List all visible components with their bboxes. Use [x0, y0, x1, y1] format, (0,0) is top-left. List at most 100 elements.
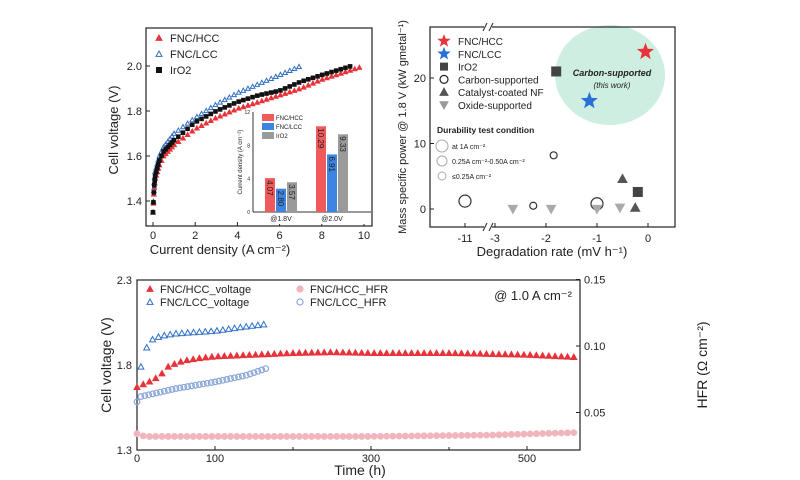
x-break-top — [482, 22, 488, 32]
data-point-fnc-lcc-hfr — [168, 386, 176, 393]
data-point-iro2 — [152, 178, 157, 184]
data-point-fnc-hcc-voltage — [282, 349, 291, 357]
data-point-iro2 — [551, 66, 562, 77]
data-point-fnc-lcc-voltage — [178, 329, 186, 337]
data-point-fnc-hcc-hfr — [164, 433, 172, 440]
data-point-iro2 — [324, 71, 330, 76]
data-point-fnchcc — [198, 122, 205, 128]
data-point-fnc-hcc-hfr — [433, 432, 440, 440]
data-point-fnchcc — [305, 81, 312, 88]
data-point-fnclcc — [268, 75, 275, 81]
data-point-fnc-lcc-hfr — [211, 378, 219, 386]
data-point-fnc-lcc-hfr — [195, 381, 203, 388]
data-point-fnchcc — [230, 106, 238, 113]
inset-bar-label: 2.80 — [276, 191, 285, 207]
data-point-fnc-hcc-voltage — [257, 350, 266, 358]
data-point-fnc-hcc-voltage — [314, 348, 322, 356]
inset-bar-label: 6.91 — [327, 156, 336, 172]
data-point-fnchcc — [295, 85, 303, 92]
y-tick-label: 1.8 — [127, 106, 142, 118]
data-point-fnc-lcc-hfr — [141, 392, 149, 400]
data-point-fnc-hcc-voltage — [133, 383, 141, 390]
data-point-fnc-lcc-hfr — [180, 383, 188, 391]
legend-marker — [146, 284, 154, 292]
data-point-fnclcc — [286, 67, 293, 74]
data-point-fnclcc — [254, 81, 261, 87]
data-point-fnc-lcc-voltage — [230, 324, 239, 332]
data-point-fnclcc — [207, 104, 214, 111]
data-point-fnchcc — [207, 117, 214, 124]
data-point-fnc-hcc-voltage — [345, 348, 354, 356]
data-point-fnc-hcc-hfr — [289, 433, 297, 440]
data-point-fnc-hcc-voltage — [382, 349, 391, 356]
data-point-fnc-hcc-hfr — [270, 433, 278, 440]
inset-bar — [265, 178, 275, 212]
data-point-fnchcc — [356, 64, 363, 70]
data-point-fnc-lcc-voltage — [236, 323, 245, 331]
data-point-fnchcc — [184, 131, 191, 138]
data-point-iro2 — [227, 103, 232, 108]
y-axis-label: Cell voltage (V) — [106, 86, 121, 175]
data-point-fnchcc — [179, 134, 187, 141]
data-point-fnc-hcc-voltage — [488, 350, 497, 357]
data-point-fnc-hcc-voltage — [526, 350, 534, 358]
data-point-fnc-hcc-voltage — [139, 380, 148, 388]
data-point-fnc-hcc — [636, 42, 654, 60]
data-point-fnchcc — [323, 74, 331, 81]
data-point-iro2 — [292, 82, 297, 87]
data-point-fnc-hcc-voltage — [388, 349, 397, 356]
data-point-fnc-hcc-hfr — [252, 433, 259, 440]
data-point-fnc-lcc-hfr — [176, 384, 184, 392]
inset-bar-label: 10.29 — [316, 128, 325, 149]
legend-marker — [146, 297, 154, 305]
data-point-fnchcc — [216, 112, 224, 119]
data-point-fnc-lcc-hfr — [238, 372, 246, 380]
data-point-iro2 — [301, 78, 306, 84]
data-point-fnc-hcc-voltage — [445, 349, 453, 356]
data-point-fnclcc — [193, 113, 201, 120]
data-point-fnclcc — [230, 91, 238, 98]
data-point-fnc-hcc-voltage — [251, 350, 260, 358]
legend-label: FNC/LCC_HFR — [310, 297, 386, 309]
data-point-fnc-hcc-voltage — [264, 350, 272, 358]
data-point-oxide-supported — [614, 203, 626, 214]
data-point-fnc-lcc-hfr — [160, 387, 168, 395]
data-point-fnc-hcc-voltage — [413, 349, 422, 356]
inset-y-tick: 8 — [247, 143, 250, 149]
data-point-fnc-hcc-hfr — [526, 430, 534, 438]
inset-category-label: @2.0V — [321, 216, 343, 223]
data-point-fnc-hcc-voltage — [513, 350, 522, 358]
data-point-fnc-hcc-voltage — [326, 348, 335, 356]
data-point-fnclcc — [184, 120, 191, 126]
data-point-fnclcc — [221, 96, 228, 103]
data-point-fnclcc — [281, 69, 289, 75]
x-tick-label: -1 — [592, 233, 602, 245]
data-point-fnc-hcc-hfr — [414, 432, 422, 440]
x-tick-label: 100 — [206, 453, 224, 465]
data-point-fnclcc — [244, 85, 252, 91]
y-tick-label: 2.3 — [117, 275, 132, 287]
inset-y-tick: 0 — [247, 210, 250, 216]
data-point-fnc-hcc-hfr — [520, 430, 528, 438]
data-point-fnc-hcc-voltage — [220, 352, 229, 359]
data-point-fnc-lcc-hfr — [250, 369, 258, 377]
data-point-fnc-hcc-hfr — [327, 433, 334, 440]
legend-marker — [156, 67, 162, 73]
data-point-fnc-lcc-voltage — [166, 330, 174, 338]
data-point-fnc-hcc-voltage — [370, 349, 378, 356]
x-tick-label: 0 — [645, 233, 651, 245]
legend-label: IrO2 — [458, 63, 478, 74]
durability-legend-label: 0.25A cm⁻²-0.50A cm⁻² — [452, 159, 525, 166]
durability-size-marker — [435, 139, 449, 153]
data-point-fnc-lcc-hfr — [223, 376, 231, 383]
data-point-fnc-hcc-voltage — [501, 350, 510, 358]
data-point-fnc-hcc-hfr — [358, 433, 366, 440]
data-point-fnc-hcc-hfr — [183, 433, 191, 440]
x-break-top — [488, 22, 494, 32]
data-point-carbon-supported — [529, 201, 538, 210]
data-point-fnc-lcc-hfr — [149, 390, 157, 398]
durability-size-marker — [437, 171, 447, 181]
data-point-fnc-hcc-hfr — [283, 433, 291, 440]
data-point-fnc-hcc-voltage — [401, 349, 410, 356]
